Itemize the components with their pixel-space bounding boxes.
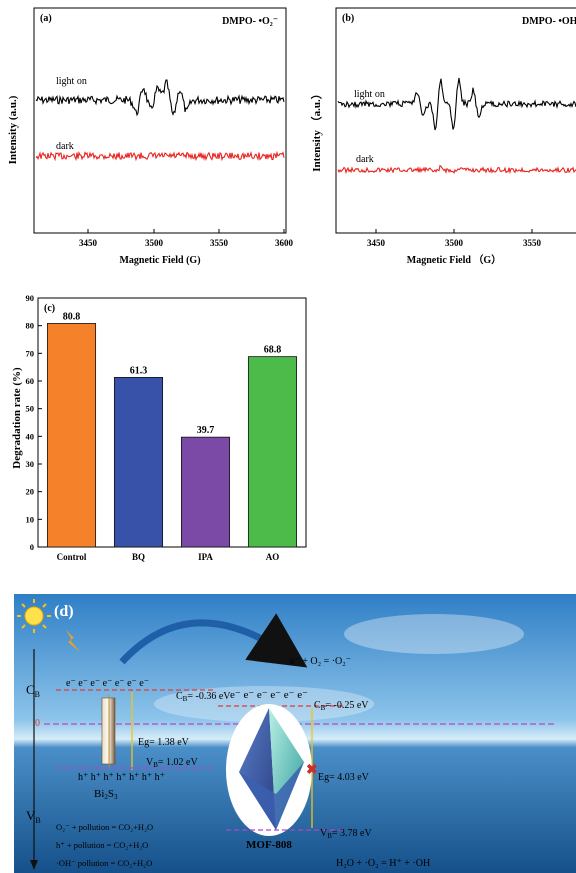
panel-a-light-on-trace <box>35 79 285 117</box>
panel-a-species: DMPO- •O₂⁻ <box>222 16 278 27</box>
panel-c-yticks: 0 10 20 30 40 50 60 70 80 90 <box>26 293 42 552</box>
panel-c-ytick-label: 80 <box>26 321 35 331</box>
panel-b-xticks: 3450 3500 3550 <box>367 229 542 248</box>
panel-a-xtick-3600: 3600 <box>275 238 294 248</box>
panel-c-bar-bq <box>113 377 164 548</box>
panel-c-ytick-label: 30 <box>26 459 35 469</box>
zero-level-label: 0 <box>35 718 40 729</box>
panel-a-xtick-3450: 3450 <box>79 238 98 248</box>
panel-c-ytick-label: 60 <box>26 376 35 386</box>
panel-d-svg: (d) CB VB 0 e⁻ e⁻ e⁻ e⁻ e⁻ e⁻ e⁻ CB= -0.… <box>14 594 576 873</box>
panel-c-ytick-label: 20 <box>26 487 35 497</box>
bi2s3-vb-value: VB= 1.02 eV <box>146 757 198 769</box>
panel-c-value-label: 61.3 <box>130 365 148 376</box>
panel-c-value-label: 39.7 <box>197 425 215 436</box>
lightning-icon <box>66 630 80 652</box>
panel-c-bar-ao <box>247 356 298 548</box>
panel-c-bar-control <box>46 323 97 548</box>
panel-b-xtick-3500: 3500 <box>445 238 464 248</box>
panel-b-xtick-3550: 3550 <box>523 238 542 248</box>
panel-c-ytick-label: 70 <box>26 348 35 358</box>
panel-c-value-label: 80.8 <box>63 311 81 322</box>
mof-octahedron <box>239 708 304 830</box>
panel-c-category-label: BQ <box>132 552 145 562</box>
panel-b-epr-hydroxyl: Intensity （a.u.） (b) DMPO- •OH light on … <box>310 7 576 266</box>
reaction-legend-3: ·OH⁻ pollution = CO₂+H₂O <box>56 858 152 868</box>
panel-c-category-label: IPA <box>198 552 213 562</box>
mof-name: MOF-808 <box>246 839 292 851</box>
panel-b-dark-trace <box>337 164 576 175</box>
reaction-hydroxyl: H₂O + ·O₂ = H⁺ + ·OH <box>336 858 430 869</box>
panel-d-tag: (d) <box>54 603 74 620</box>
panel-d-mechanism-schematic: (d) CB VB 0 e⁻ e⁻ e⁻ e⁻ e⁻ e⁻ e⁻ CB= -0.… <box>14 594 576 873</box>
bi2s3-cb-value: CB= -0.36 eV <box>176 691 231 703</box>
mof-vb-value: VB= 3.78 eV <box>320 828 372 840</box>
sun-icon <box>17 599 51 633</box>
cb-axis-label: CB <box>26 682 40 699</box>
panel-a-dark-label: dark <box>56 141 74 152</box>
panel-a-tag: (a) <box>40 13 52 24</box>
panel-c-ytick-label: 40 <box>26 431 35 441</box>
panel-b-frame <box>335 7 576 234</box>
mof-electrons: e⁻ e⁻ e⁻ e⁻ e⁻ e⁻ <box>230 689 308 701</box>
panel-c-ytick-label: 90 <box>26 293 35 303</box>
panel-c-bar-ipa <box>180 436 231 548</box>
electron-transfer-arrow <box>119 613 308 668</box>
vb-axis-label: VB <box>26 808 41 825</box>
panel-c-bars: 80.8 Control 61.3 BQ 39.7 IPA 68.8 AO <box>46 311 298 562</box>
panel-c-category-label: Control <box>57 552 87 562</box>
reaction-superoxide: e⁻ + O₂ = ·O₂⁻ <box>290 656 351 667</box>
panel-b-xtick-3450: 3450 <box>367 238 386 248</box>
panel-c-category-label: AO <box>266 552 280 562</box>
bi2s3-bandgap: Eg= 1.38 eV <box>138 737 190 748</box>
bi2s3-name: Bi2S3 <box>94 788 118 801</box>
panel-a-epr-superoxide: Intensity (a.u.) (a) DMPO- •O₂⁻ light on… <box>7 7 294 266</box>
panel-c-ytick-label: 50 <box>26 404 35 414</box>
panel-c-ytick-label: 10 <box>26 514 35 524</box>
panel-c-frame <box>37 297 307 548</box>
panel-b-species: DMPO- •OH <box>522 16 576 27</box>
panel-c-tag: (c) <box>44 303 55 314</box>
reaction-legend-1: O₂⁻ + pollution = CO₂+H₂O <box>56 822 153 832</box>
mof-cb-value: CB= -0.25 eV <box>314 700 369 712</box>
panel-b-light-on-label: light on <box>354 89 385 100</box>
bi2s3-electrons: e⁻ e⁻ e⁻ e⁻ e⁻ e⁻ e⁻ <box>66 678 149 689</box>
panel-b-tag: (b) <box>342 13 354 24</box>
panel-a-xtick-3550: 3550 <box>210 238 229 248</box>
panel-a-light-on-label: light on <box>56 76 87 87</box>
blocked-transfer-icon: ✖ <box>306 763 318 778</box>
panel-b-xlabel: Magnetic Field （G） <box>407 253 501 266</box>
panel-a-xticks: 3450 3500 3550 3600 <box>79 229 294 248</box>
panel-c-ytick-label: 0 <box>30 542 34 552</box>
panel-c-value-label: 68.8 <box>264 345 282 356</box>
panel-a-frame <box>33 7 287 234</box>
bi2s3-holes: h⁺ h⁺ h⁺ h⁺ h⁺ h⁺ h⁺ <box>78 772 165 783</box>
panel-a-xlabel: Magnetic Field (G) <box>119 255 200 266</box>
reaction-legend-2: h⁺ + pollution = CO₂+H₂O <box>56 840 148 850</box>
panel-b-ylabel: Intensity （a.u.） <box>310 88 323 171</box>
panel-c-ylabel: Degradation rate (%) <box>11 367 23 469</box>
panel-a-ylabel: Intensity (a.u.) <box>7 95 19 164</box>
panel-b-light-on-trace <box>337 77 576 131</box>
panel-a-xtick-3500: 3500 <box>145 238 164 248</box>
panel-a-dark-trace <box>35 150 285 162</box>
mof-bandgap: Eg= 4.03 eV <box>318 772 370 783</box>
panel-b-dark-label: dark <box>356 154 374 165</box>
panel-c-bar-chart: Degradation rate (%) (c) 0 10 20 30 40 50 60 70… <box>11 293 307 562</box>
